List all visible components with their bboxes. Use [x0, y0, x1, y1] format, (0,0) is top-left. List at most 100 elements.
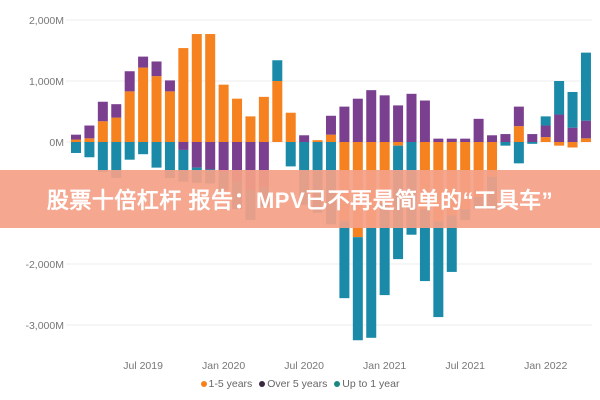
- x-tick-label: Jan 2020: [202, 360, 245, 372]
- bar-segment-1-5-years: [178, 48, 189, 143]
- bar-segment-1-5-years: [567, 142, 578, 148]
- bar-segment-1-5-years: [258, 96, 269, 142]
- bar-segment-over-5-years: [178, 142, 189, 150]
- legend-item-1-5-years[interactable]: 1-5 years: [200, 378, 253, 390]
- bar-segment-up-to-1-year: [352, 237, 363, 341]
- bar-segment-up-to-1-year: [164, 142, 175, 178]
- y-axis-ticks: 2,000M 1,000M 0M -2,000M -3,000M: [25, 15, 64, 332]
- bar-segment-1-5-years: [487, 142, 498, 177]
- bar-segment-1-5-years: [245, 116, 256, 142]
- bar-segment-over-5-years: [258, 142, 269, 188]
- bar-segment-over-5-years: [97, 101, 108, 122]
- x-tick-label: Jul 2021: [445, 360, 485, 372]
- bar-segment-1-5-years: [218, 84, 229, 142]
- x-tick-label: Jan 2021: [363, 360, 406, 372]
- bar-segment-1-5-years: [513, 126, 524, 142]
- bar-segment-over-5-years: [325, 115, 336, 135]
- bar-segment-up-to-1-year: [554, 81, 565, 115]
- bar-segment-up-to-1-year: [379, 203, 390, 296]
- y-tick-label: 2,000M: [29, 15, 64, 27]
- bar-segment-over-5-years: [71, 134, 81, 140]
- bar-segment-over-5-years: [352, 98, 363, 142]
- bar-segment-over-5-years: [433, 138, 444, 142]
- legend: 1-5 years Over 5 years Up to 1 year: [0, 378, 600, 390]
- bar-segment-1-5-years: [151, 76, 162, 142]
- bar-segment-up-to-1-year: [111, 142, 122, 178]
- x-tick-label: Jul 2020: [284, 360, 324, 372]
- bar-segment-1-5-years: [164, 91, 175, 142]
- bar-segment-over-5-years: [473, 118, 484, 142]
- bar-segment-over-5-years: [191, 142, 202, 168]
- bar-segment-up-to-1-year: [540, 116, 551, 126]
- bar-segment-over-5-years: [500, 134, 511, 142]
- bar-segment-over-5-years: [205, 142, 216, 170]
- x-tick-label: Jan 2022: [524, 360, 567, 372]
- bar-segment-1-5-years: [540, 137, 551, 142]
- bar-segment-over-5-years: [379, 95, 390, 142]
- bar-segment-up-to-1-year: [500, 142, 511, 146]
- bar-segment-1-5-years: [325, 134, 336, 142]
- bar-segment-over-5-years: [567, 127, 578, 142]
- bar-segment-over-5-years: [245, 142, 256, 191]
- bar-segment-1-5-years: [97, 121, 108, 142]
- x-tick-label: Jul 2019: [123, 360, 163, 372]
- y-tick-label: -3,000M: [25, 320, 64, 332]
- bar-segment-1-5-years: [71, 139, 81, 142]
- bar-segment-over-5-years: [540, 125, 551, 138]
- bar-segment-1-5-years: [272, 81, 283, 142]
- bar-segment-over-5-years: [124, 71, 135, 92]
- bar-segment-over-5-years: [419, 100, 430, 142]
- legend-dot: [334, 381, 341, 388]
- bar-segment-up-to-1-year: [580, 52, 591, 121]
- legend-dot: [259, 381, 266, 388]
- bar-segment-up-to-1-year: [84, 142, 95, 158]
- bar-segment-1-5-years: [580, 138, 591, 142]
- bar-segment-1-5-years: [232, 98, 243, 142]
- bar-segment-1-5-years: [285, 112, 296, 142]
- bar-segment-up-to-1-year: [151, 142, 162, 168]
- legend-label: Over 5 years: [267, 378, 328, 390]
- y-tick-label: 0M: [49, 137, 64, 149]
- bar-segment-over-5-years: [232, 142, 243, 182]
- bar-segment-over-5-years: [393, 105, 404, 142]
- bar-segment-1-5-years: [393, 142, 404, 146]
- bar-segment-1-5-years: [473, 142, 484, 197]
- y-tick-label: 1,000M: [29, 76, 64, 88]
- legend-dot: [200, 381, 207, 388]
- bar-segment-up-to-1-year: [527, 142, 538, 144]
- bar-segment-up-to-1-year: [71, 142, 81, 153]
- bar-segment-over-5-years: [487, 135, 498, 142]
- bar-segment-1-5-years: [191, 34, 202, 142]
- bar-segment-up-to-1-year: [419, 209, 430, 282]
- headline-text: 股票十倍杠杆 报告：MPV已不再是简单的“工具车”: [46, 188, 554, 213]
- bar-segment-over-5-years: [218, 142, 229, 173]
- bar-segment-1-5-years: [124, 91, 135, 142]
- bar-segment-over-5-years: [339, 106, 350, 142]
- bar-segment-up-to-1-year: [433, 221, 444, 318]
- bar-segment-up-to-1-year: [567, 91, 578, 128]
- bar-segment-over-5-years: [299, 135, 310, 142]
- bar-segment-over-5-years: [138, 56, 149, 68]
- legend-label: 1-5 years: [208, 378, 253, 390]
- bar-segment-over-5-years: [366, 90, 377, 142]
- bar-segment-over-5-years: [111, 104, 122, 118]
- x-axis-ticks: Jul 2019 Jan 2020 Jul 2020 Jan 2021 Jul 2021…: [123, 360, 567, 372]
- bar-segment-1-5-years: [138, 67, 149, 142]
- legend-item-over-5-years[interactable]: Over 5 years: [259, 378, 327, 390]
- bar-segment-1-5-years: [554, 142, 565, 146]
- bar-segment-over-5-years: [151, 61, 162, 77]
- bar-segment-over-5-years: [527, 134, 538, 142]
- bar-segment-over-5-years: [84, 125, 95, 139]
- bar-segment-over-5-years: [406, 93, 417, 142]
- bar-segment-up-to-1-year: [339, 221, 350, 299]
- bar-segment-up-to-1-year: [97, 142, 108, 172]
- bar-segment-over-5-years: [580, 120, 591, 139]
- bar-segment-1-5-years: [111, 117, 122, 142]
- headline-banner: 股票十倍杠杆 报告：MPV已不再是简单的“工具车”: [0, 170, 600, 228]
- bar-segment-over-5-years: [164, 80, 175, 92]
- bar-segment-over-5-years: [554, 114, 565, 142]
- bar-segment-1-5-years: [205, 34, 216, 142]
- bar-segment-up-to-1-year: [124, 142, 135, 160]
- bar-segment-up-to-1-year: [513, 142, 524, 164]
- legend-item-up-to-1-year[interactable]: Up to 1 year: [334, 378, 399, 390]
